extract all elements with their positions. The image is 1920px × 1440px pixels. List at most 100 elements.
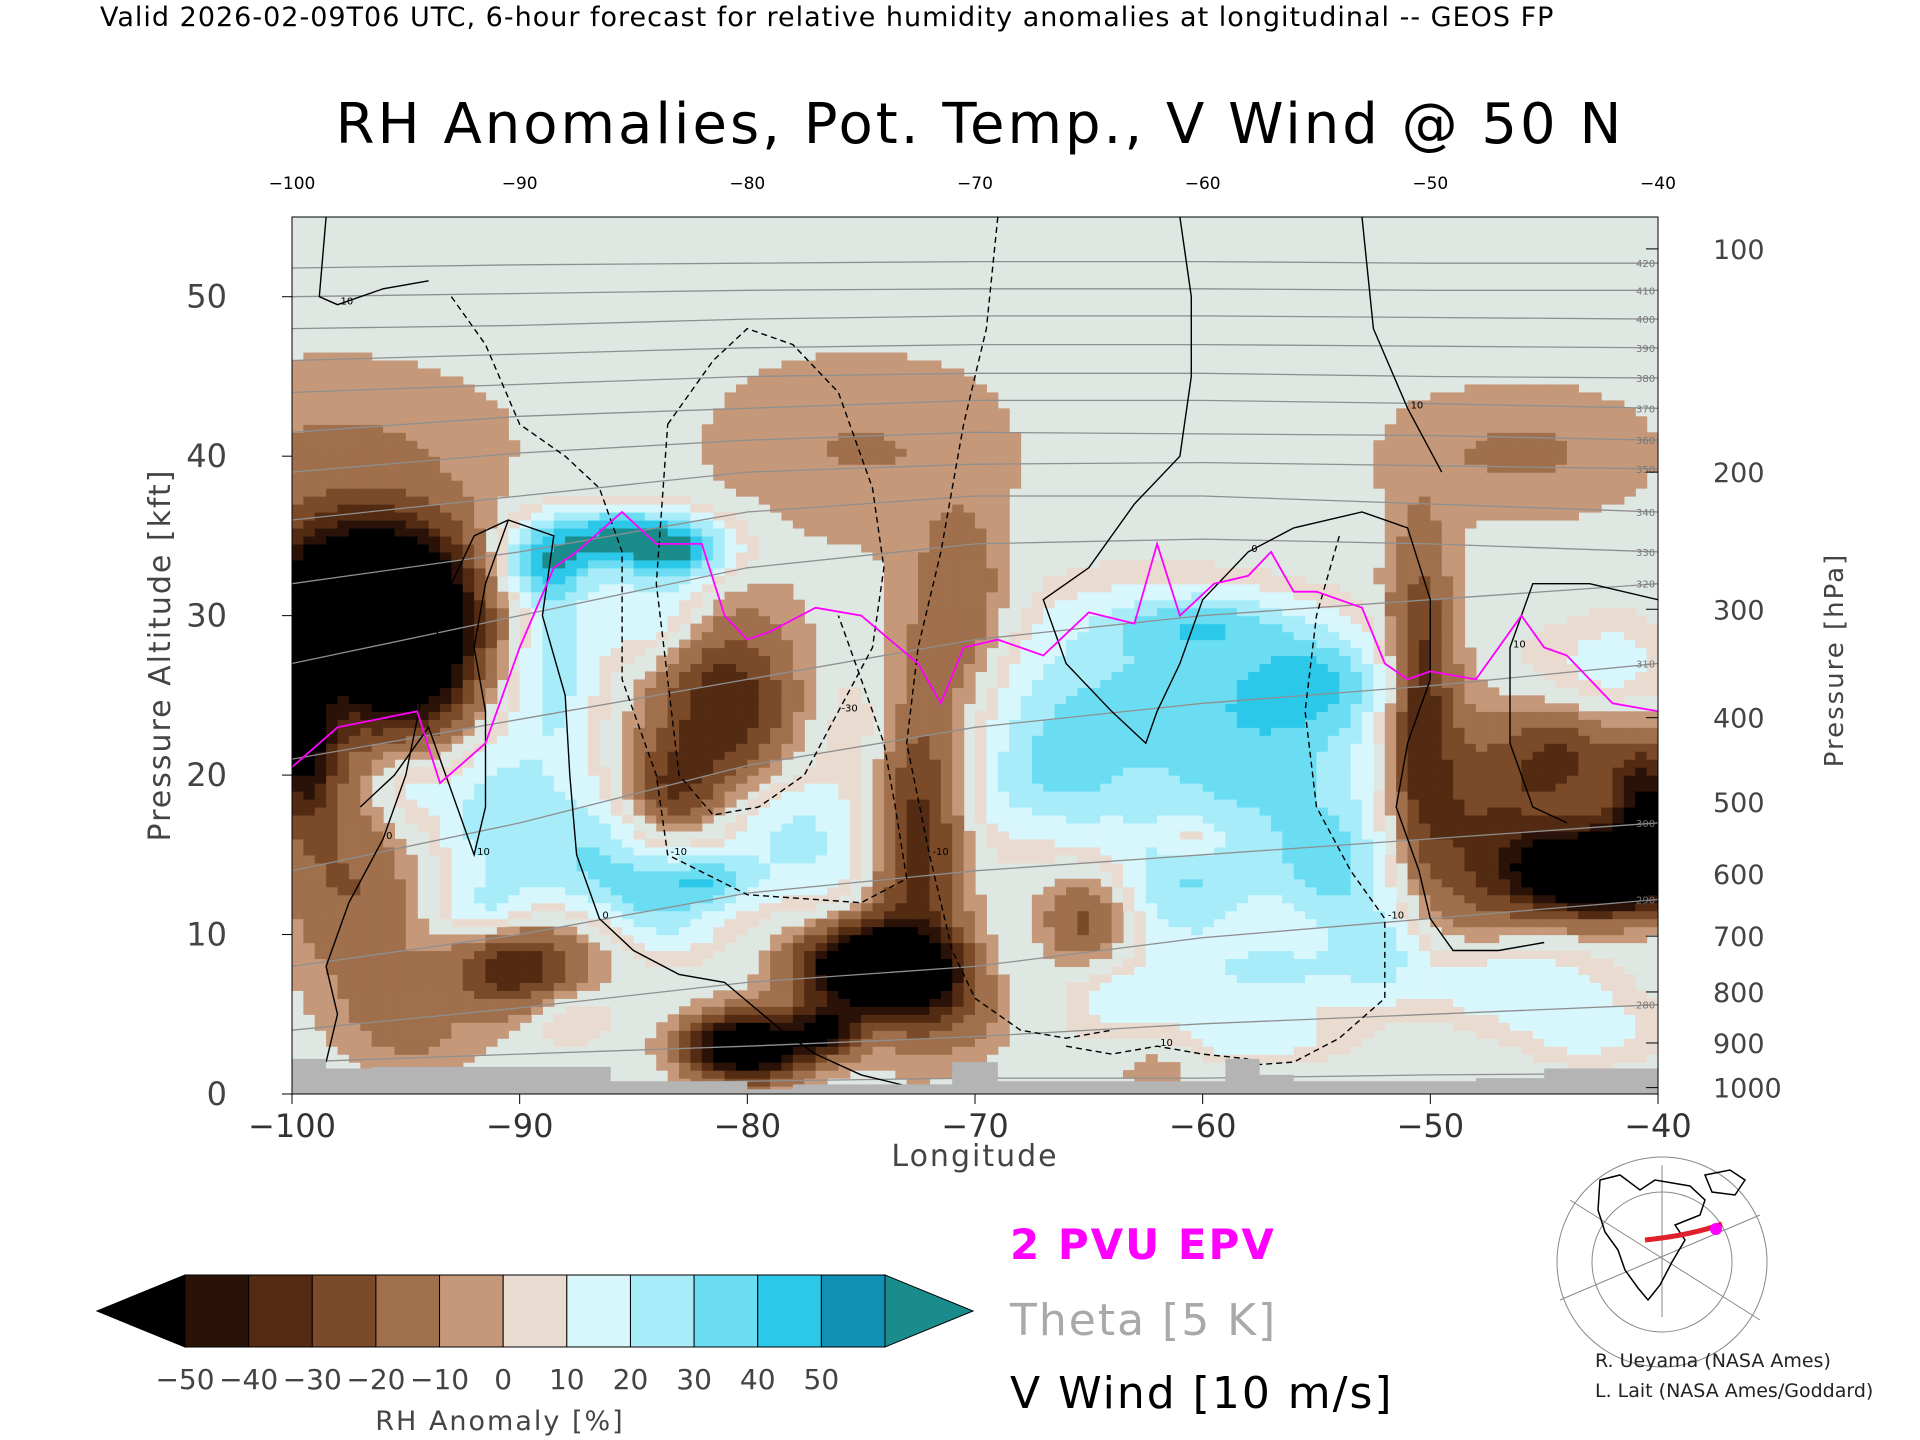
heatmap-cell bbox=[360, 719, 373, 728]
heatmap-cell bbox=[906, 799, 919, 808]
heatmap-cell bbox=[883, 846, 896, 856]
heatmap-cell bbox=[679, 878, 692, 888]
heatmap-cell bbox=[587, 671, 600, 681]
heatmap-cell bbox=[724, 822, 737, 832]
heatmap-cell bbox=[713, 1054, 726, 1063]
heatmap-cell bbox=[861, 974, 874, 983]
heatmap-cell bbox=[724, 918, 737, 928]
heatmap-cell bbox=[815, 352, 828, 362]
heatmap-cell bbox=[815, 1078, 828, 1087]
heatmap-cell bbox=[906, 942, 919, 952]
heatmap-cell bbox=[451, 464, 464, 473]
heatmap-cell bbox=[292, 950, 304, 960]
heatmap-cell bbox=[713, 727, 726, 736]
heatmap-cell bbox=[348, 551, 361, 561]
heatmap-cell bbox=[1077, 1014, 1090, 1023]
heatmap-cell bbox=[861, 910, 874, 920]
heatmap-cell bbox=[485, 783, 498, 792]
heatmap-cell bbox=[371, 902, 384, 912]
heatmap-cell bbox=[929, 1054, 942, 1063]
heatmap-cell bbox=[462, 1006, 475, 1015]
heatmap-cell bbox=[519, 711, 532, 720]
heatmap-cell bbox=[747, 703, 760, 712]
heatmap-cell bbox=[474, 775, 487, 784]
heatmap-cell bbox=[735, 926, 748, 936]
heatmap-cell bbox=[895, 575, 908, 585]
heatmap-cell bbox=[417, 1054, 430, 1063]
heatmap-cell bbox=[292, 870, 304, 880]
heatmap-cell bbox=[417, 623, 430, 633]
heatmap-cell bbox=[314, 838, 327, 848]
heatmap-cell bbox=[508, 440, 521, 449]
heatmap-cell bbox=[451, 671, 464, 681]
heatmap-cell bbox=[838, 846, 851, 856]
heatmap-cell bbox=[610, 918, 623, 928]
heatmap-cell bbox=[508, 591, 521, 601]
heatmap-cell bbox=[496, 862, 509, 872]
heatmap-cell bbox=[348, 591, 361, 601]
heatmap-cell bbox=[940, 711, 953, 720]
heatmap-cell bbox=[644, 806, 657, 816]
heatmap-cell bbox=[542, 806, 555, 816]
heatmap-cell bbox=[804, 1030, 817, 1039]
heatmap-cell bbox=[770, 384, 783, 393]
heatmap-cell bbox=[1054, 806, 1067, 816]
heatmap-cell bbox=[815, 1030, 828, 1039]
heatmap-cell bbox=[781, 456, 794, 465]
heatmap-cell bbox=[952, 448, 965, 457]
heatmap-cell bbox=[599, 838, 612, 848]
heatmap-cell bbox=[963, 998, 976, 1007]
heatmap-cell bbox=[940, 591, 953, 601]
heatmap-cell bbox=[895, 1046, 908, 1055]
heatmap-cell bbox=[314, 950, 327, 960]
heatmap-cell bbox=[360, 735, 373, 744]
heatmap-cell bbox=[394, 711, 407, 720]
heatmap-cell bbox=[747, 1038, 760, 1047]
heatmap-cell bbox=[952, 822, 965, 832]
heatmap-cell bbox=[553, 719, 566, 728]
heatmap-cell bbox=[667, 759, 680, 768]
heatmap-cell bbox=[1054, 711, 1067, 720]
heatmap-cell bbox=[360, 942, 373, 952]
heatmap-cell bbox=[918, 416, 931, 425]
heatmap-cell bbox=[656, 687, 669, 696]
heatmap-cell bbox=[1066, 775, 1079, 784]
heatmap-cell bbox=[883, 727, 896, 736]
heatmap-cell bbox=[371, 862, 384, 872]
heatmap-cell bbox=[667, 846, 680, 856]
heatmap-cell bbox=[804, 854, 817, 864]
heatmap-cell bbox=[531, 799, 544, 808]
heatmap-cell bbox=[565, 942, 578, 952]
heatmap-cell bbox=[1077, 679, 1090, 688]
heatmap-cell bbox=[576, 878, 589, 888]
heatmap-cell bbox=[462, 982, 475, 991]
heatmap-cell bbox=[496, 767, 509, 776]
heatmap-cell bbox=[1066, 591, 1079, 601]
heatmap-cell bbox=[542, 583, 555, 593]
heatmap-cell bbox=[929, 1046, 942, 1055]
heatmap-cell bbox=[975, 607, 987, 617]
heatmap-cell bbox=[292, 822, 304, 832]
heatmap-cell bbox=[439, 647, 452, 657]
heatmap-cell bbox=[1077, 942, 1090, 952]
heatmap-cell bbox=[656, 806, 669, 816]
heatmap-cell bbox=[758, 838, 771, 848]
heatmap-cell bbox=[906, 862, 919, 872]
heatmap-cell bbox=[713, 703, 726, 712]
heatmap-cell bbox=[861, 1062, 874, 1071]
heatmap-cell bbox=[496, 527, 509, 537]
heatmap-cell bbox=[565, 1030, 578, 1039]
heatmap-cell bbox=[508, 878, 521, 888]
heatmap-cell bbox=[405, 998, 418, 1007]
heatmap-cell bbox=[906, 400, 919, 409]
heatmap-cell bbox=[975, 799, 987, 808]
heatmap-cell bbox=[690, 687, 703, 696]
heatmap-cell bbox=[610, 926, 623, 936]
heatmap-cell bbox=[1088, 942, 1101, 952]
heatmap-cell bbox=[371, 504, 384, 513]
heatmap-cell bbox=[394, 743, 407, 752]
heatmap-cell bbox=[360, 679, 373, 688]
heatmap-cell bbox=[451, 783, 464, 792]
heatmap-cell bbox=[781, 1022, 794, 1031]
heatmap-cell bbox=[758, 1030, 771, 1039]
